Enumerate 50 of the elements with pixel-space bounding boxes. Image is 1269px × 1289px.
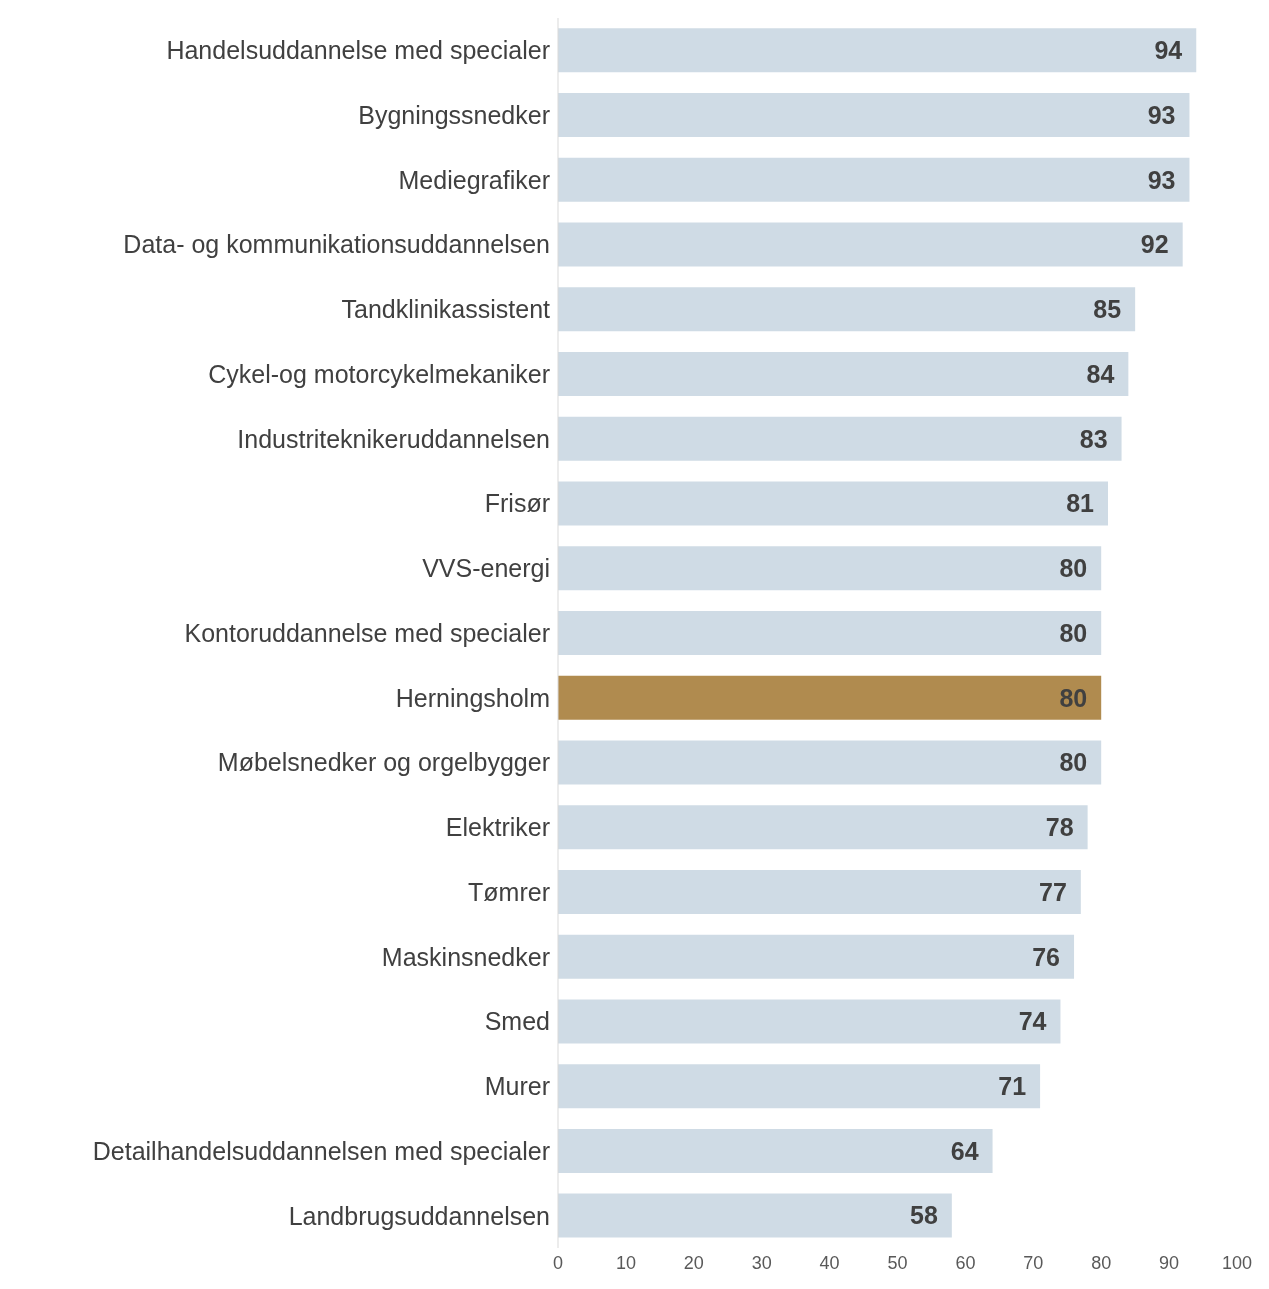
data-label: 80	[1059, 554, 1088, 583]
y-tick-label: Murer	[484, 1072, 550, 1101]
data-label: 78	[1045, 813, 1074, 842]
y-tick-label: Elektriker	[445, 813, 550, 842]
data-label: 64	[950, 1136, 979, 1165]
y-tick-label: Landbrugsuddannelsen	[288, 1201, 550, 1230]
data-label: 92	[1140, 230, 1169, 259]
y-tick-label: VVS-energi	[422, 554, 550, 583]
data-label: 71	[998, 1072, 1027, 1101]
data-label: 81	[1066, 489, 1095, 518]
data-label: 93	[1147, 165, 1176, 194]
x-tick-label: 60	[955, 1252, 976, 1273]
y-tick-label: Kontoruddannelse med specialer	[184, 618, 550, 647]
x-tick-label: 90	[1159, 1252, 1180, 1273]
y-tick-label: Detailhandelsuddannelsen med specialer	[92, 1136, 550, 1165]
x-tick-label: 10	[615, 1252, 636, 1273]
data-label: 80	[1059, 618, 1088, 647]
y-tick-label: Tømrer	[468, 877, 550, 906]
x-tick-label: 20	[683, 1252, 704, 1273]
y-tick-label: Tandklinikassistent	[341, 295, 551, 324]
y-tick-label: Smed	[484, 1007, 550, 1036]
y-tick-label: Mediegrafiker	[398, 165, 550, 194]
y-tick-label: Frisør	[484, 489, 550, 518]
data-label: 76	[1032, 942, 1061, 971]
x-tick-label: 30	[751, 1252, 772, 1273]
x-tick-label: 100	[1221, 1252, 1253, 1273]
y-tick-label: Herningsholm	[395, 683, 550, 712]
data-label: 93	[1147, 100, 1176, 129]
data-label: 74	[1018, 1007, 1047, 1036]
data-label: 80	[1059, 748, 1088, 777]
data-label: 84	[1086, 359, 1115, 388]
data-label: 77	[1039, 877, 1067, 906]
data-label: 94	[1154, 36, 1183, 65]
y-tick-label: Cykel-og motorcykelmekaniker	[208, 359, 550, 388]
y-tick-label: Industriteknikeruddannelsen	[237, 424, 550, 453]
x-tick-label: 70	[1023, 1252, 1044, 1273]
y-tick-label: Handelsuddannelse med specialer	[166, 36, 550, 65]
data-label: 58	[910, 1201, 938, 1230]
y-tick-label: Bygningssnedker	[358, 100, 550, 129]
y-tick-label: Maskinsnedker	[381, 942, 550, 971]
x-tick-label: 40	[819, 1252, 840, 1273]
y-tick-label: Data- og kommunikationsuddannelsen	[123, 230, 550, 259]
x-tick-label: 0	[552, 1252, 564, 1273]
x-tick-label: 50	[887, 1252, 908, 1273]
data-label: 85	[1093, 295, 1122, 324]
bar	[558, 675, 1102, 720]
y-tick-label: Møbelsnedker og orgelbygger	[217, 748, 550, 777]
data-label: 83	[1079, 424, 1108, 453]
x-tick-label: 80	[1091, 1252, 1112, 1273]
data-label: 80	[1059, 683, 1088, 712]
